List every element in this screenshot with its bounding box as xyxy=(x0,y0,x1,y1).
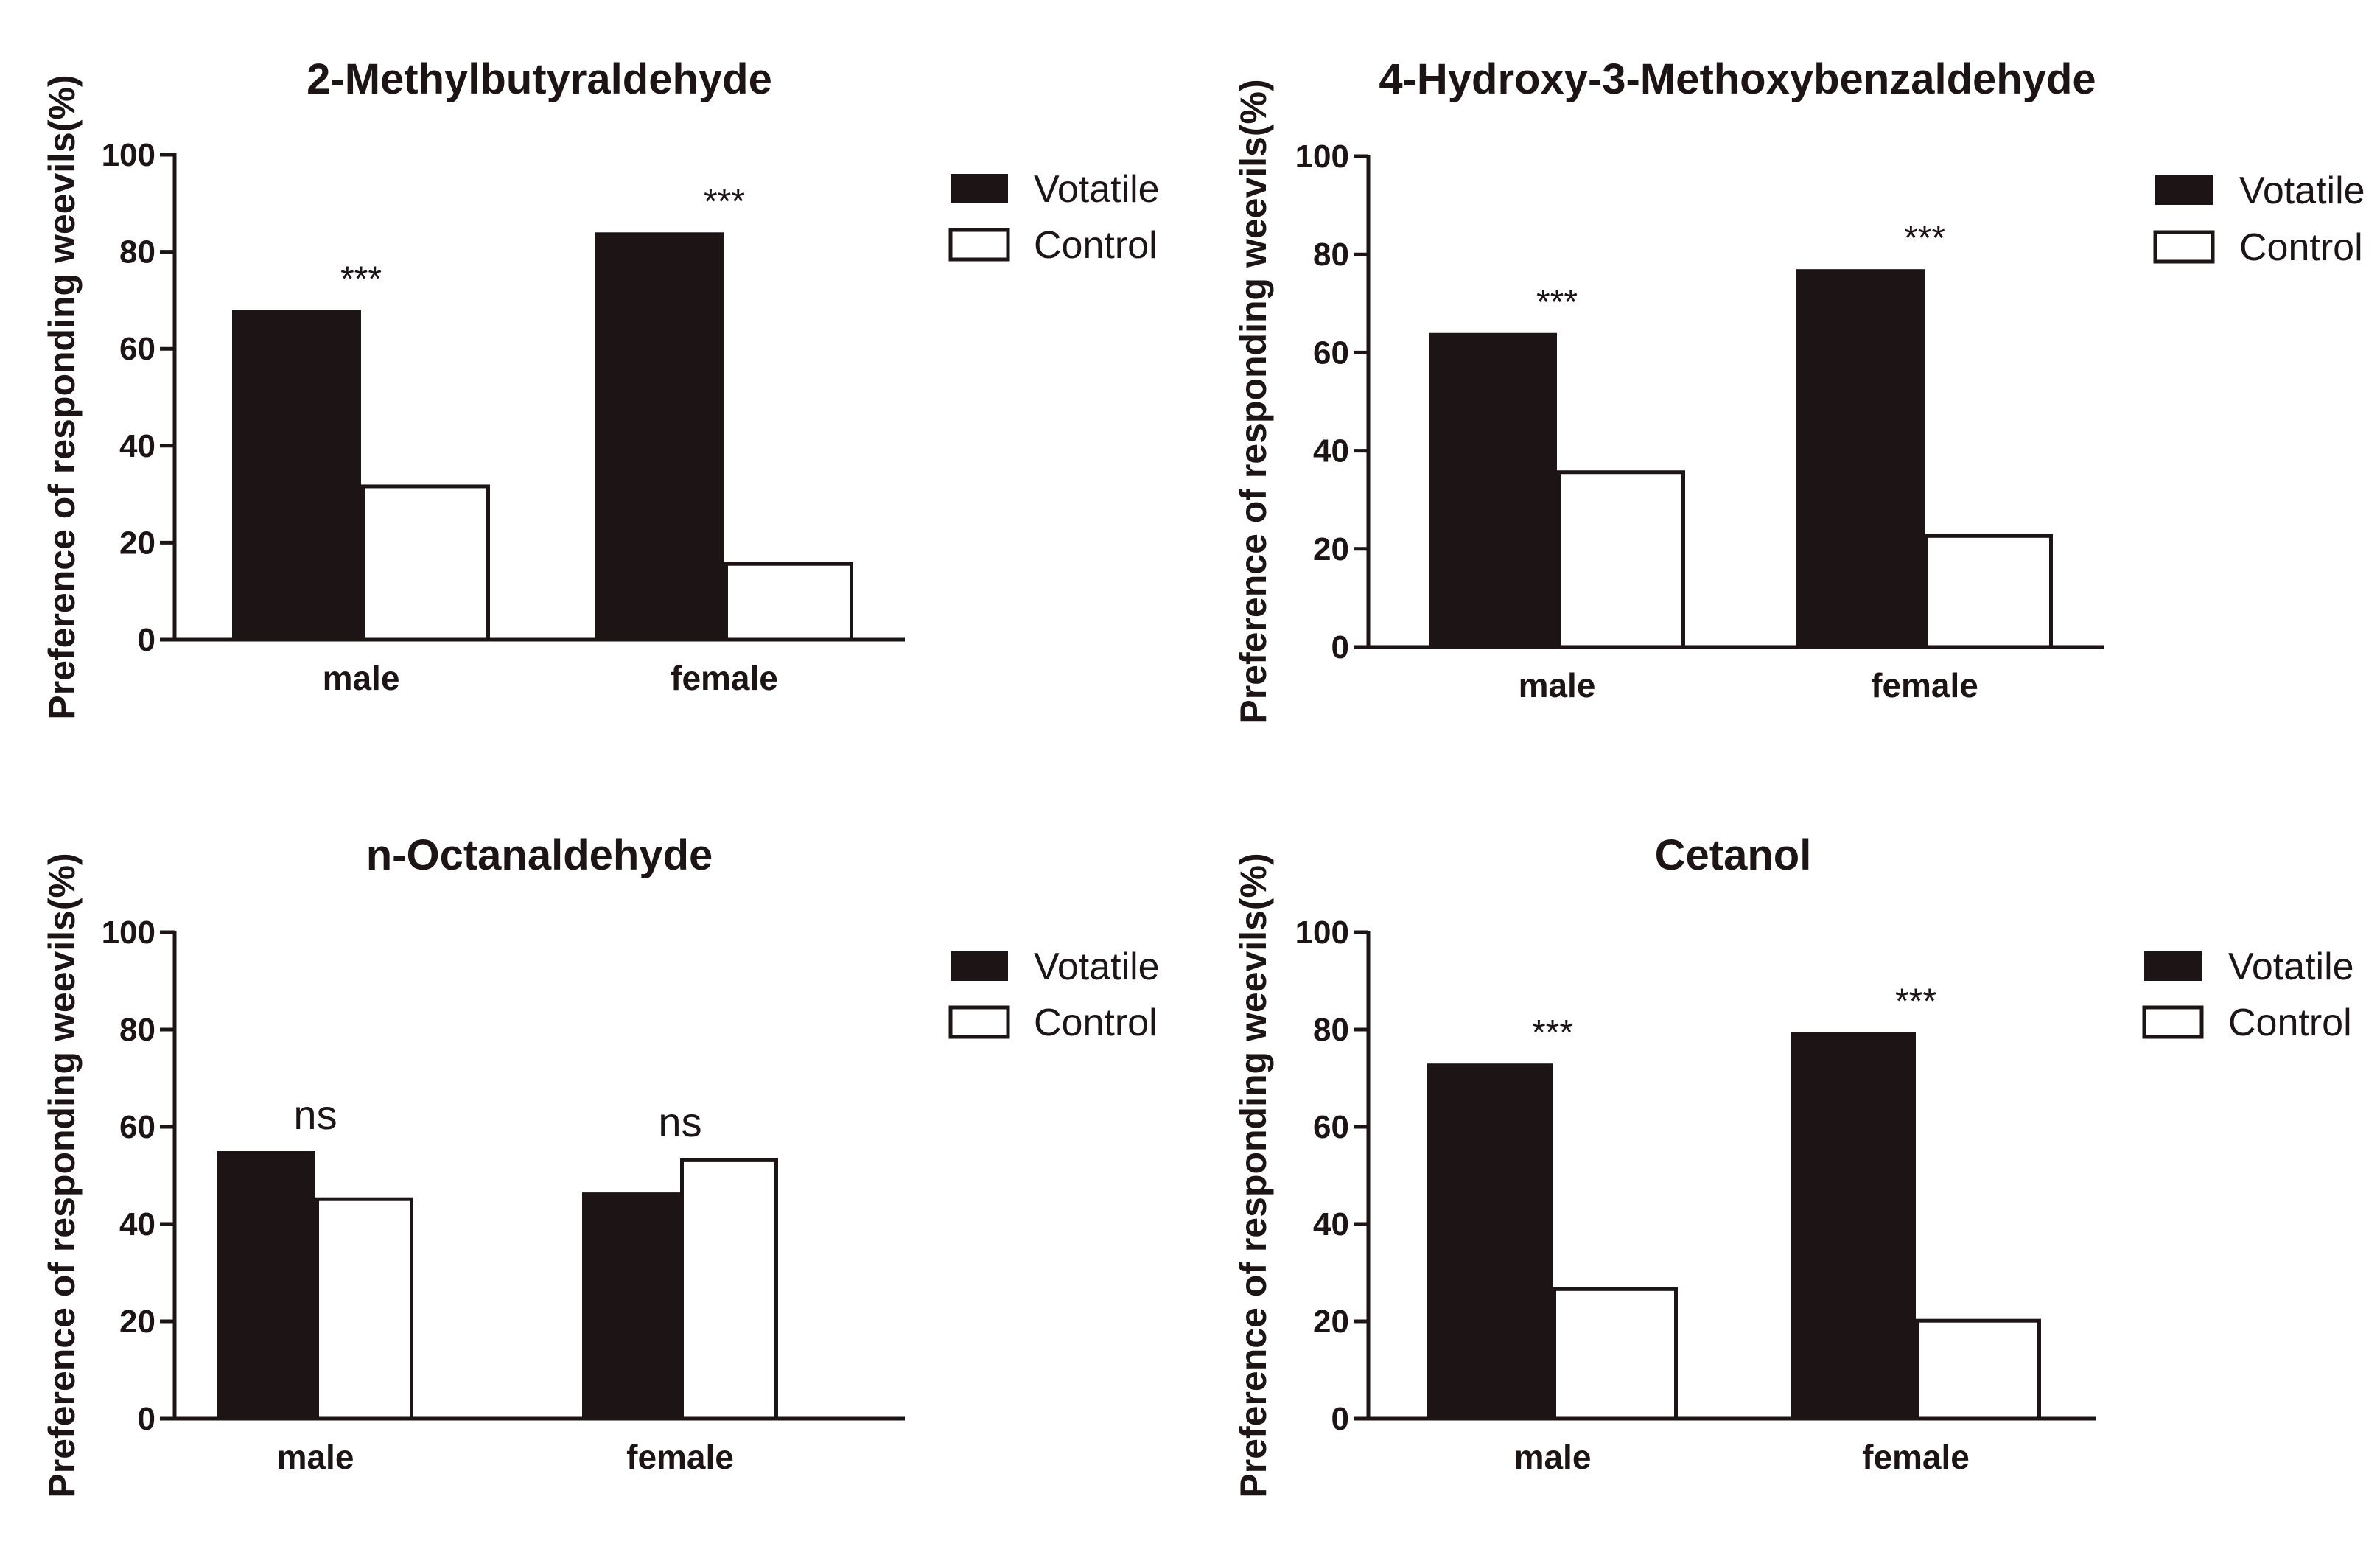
bar-control-female xyxy=(1925,534,2053,649)
legend-swatch-votatile xyxy=(2155,175,2213,205)
y-tick-label: 60 xyxy=(119,331,155,367)
legend-label-votatile: Votatile xyxy=(1034,168,1160,211)
significance-label: *** xyxy=(1532,1013,1573,1052)
y-tick-label: 60 xyxy=(1313,335,1349,371)
y-tick-label: 80 xyxy=(1313,237,1349,273)
y-tick-label: 0 xyxy=(1331,629,1349,665)
y-axis-label: Preference of responding weevils(%) xyxy=(1233,79,1274,724)
y-axis-label: Preference of responding weevils(%) xyxy=(41,74,83,719)
legend-swatch-votatile xyxy=(2144,951,2202,981)
bar-control-male xyxy=(1557,470,1685,649)
legend-label-control: Control xyxy=(1034,224,1158,267)
bar-votatile-female xyxy=(1796,269,1925,647)
chart-title: Cetanol xyxy=(1655,831,1812,879)
y-tick-label: 60 xyxy=(1313,1109,1349,1145)
x-tick-label-male: male xyxy=(277,1438,354,1476)
bar-control-male xyxy=(1553,1287,1678,1421)
x-tick-label-female: female xyxy=(1862,1438,1970,1476)
bar-control-male xyxy=(361,484,490,642)
y-tick-label: 40 xyxy=(119,1206,155,1242)
bar-control-female xyxy=(724,562,853,642)
y-tick-label: 100 xyxy=(1295,139,1349,175)
bar-control-female xyxy=(680,1158,778,1421)
bar-votatile-male xyxy=(232,310,361,640)
legend-swatch-control xyxy=(2142,1005,2204,1039)
significance-label: *** xyxy=(1536,283,1578,322)
y-tick-label: 0 xyxy=(138,1401,155,1437)
y-tick-label: 0 xyxy=(1331,1401,1349,1437)
significance-label: *** xyxy=(340,260,382,299)
legend-swatch-control xyxy=(948,228,1010,262)
legend-swatch-votatile xyxy=(951,174,1008,203)
bar-votatile-female xyxy=(1791,1032,1916,1419)
bar-votatile-male xyxy=(1429,332,1557,647)
legend-label-control: Control xyxy=(1034,1002,1158,1044)
x-tick-label-female: female xyxy=(671,659,778,697)
y-tick-label: 80 xyxy=(1313,1012,1349,1048)
significance-label: *** xyxy=(1904,219,1945,258)
chart-panel-3: n-Octanaldehyde Preference of responding … xyxy=(41,831,1160,1498)
y-tick-label: 100 xyxy=(1295,915,1349,951)
chart-panel-4: Cetanol Preference of responding weevils(… xyxy=(1233,831,2354,1498)
y-tick-label: 100 xyxy=(102,915,155,951)
y-tick-label: 100 xyxy=(102,137,155,173)
chart-title: n-Octanaldehyde xyxy=(366,831,713,879)
y-tick-label: 40 xyxy=(119,428,155,464)
bar-votatile-female xyxy=(595,232,724,640)
significance-label: *** xyxy=(704,182,745,221)
bar-votatile-female xyxy=(582,1192,680,1419)
y-tick-label: 20 xyxy=(119,1304,155,1340)
chart-panel-2: 4-Hydroxy-3-Methoxybenzaldehyde Preferenc… xyxy=(1233,55,2365,724)
bar-control-male xyxy=(315,1197,413,1421)
y-tick-label: 60 xyxy=(119,1109,155,1145)
chart-title: 2-Methylbutyraldehyde xyxy=(307,55,772,103)
chart-panel-1: 2-Methylbutyraldehyde Preference of respo… xyxy=(41,55,1160,720)
y-tick-label: 20 xyxy=(1313,1304,1349,1340)
significance-label: ns xyxy=(658,1099,701,1145)
legend-swatch-votatile xyxy=(951,951,1008,981)
y-tick-label: 20 xyxy=(1313,531,1349,567)
y-axis-label: Preference of responding weevils(%) xyxy=(41,853,83,1497)
significance-label: ns xyxy=(293,1091,337,1138)
legend-label-control: Control xyxy=(2239,226,2363,269)
y-tick-label: 80 xyxy=(119,1012,155,1048)
legend-label-votatile: Votatile xyxy=(2239,169,2365,212)
significance-label: *** xyxy=(1895,982,1936,1021)
y-tick-label: 20 xyxy=(119,525,155,561)
x-tick-label-female: female xyxy=(626,1438,734,1476)
legend-label-control: Control xyxy=(2228,1002,2352,1044)
legend-label-votatile: Votatile xyxy=(1034,945,1160,988)
x-tick-label-male: male xyxy=(1519,666,1596,705)
x-tick-label-female: female xyxy=(1871,666,1978,705)
x-tick-label-male: male xyxy=(1514,1438,1592,1476)
x-tick-label-male: male xyxy=(323,659,400,697)
chart-title: 4-Hydroxy-3-Methoxybenzaldehyde xyxy=(1379,55,2096,103)
y-tick-label: 40 xyxy=(1313,433,1349,469)
y-axis-label: Preference of responding weevils(%) xyxy=(1233,853,1274,1497)
bar-control-female xyxy=(1916,1318,2041,1421)
legend-swatch-control xyxy=(2153,230,2215,264)
legend-swatch-control xyxy=(948,1005,1010,1039)
y-tick-label: 0 xyxy=(138,622,155,658)
legend-label-votatile: Votatile xyxy=(2228,945,2354,988)
y-tick-label: 40 xyxy=(1313,1206,1349,1242)
bar-votatile-male xyxy=(217,1151,315,1419)
bar-votatile-male xyxy=(1427,1063,1553,1419)
y-tick-label: 80 xyxy=(119,234,155,270)
